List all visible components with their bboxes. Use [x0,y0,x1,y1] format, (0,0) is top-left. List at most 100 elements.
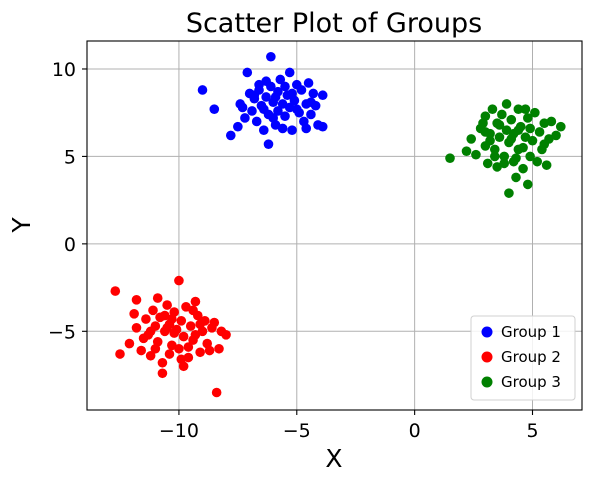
group-1-point [275,74,286,85]
group-1-point [280,81,290,92]
group-2-point [221,330,231,340]
group-3-point [520,104,531,115]
group-1-point [251,116,262,127]
group-2-point [148,305,158,316]
legend-label-group-3: Group 3 [501,373,561,391]
group-2-point [167,314,177,324]
x-tick-label: 0 [409,420,421,442]
group-1-point [261,76,271,87]
group-2-point [204,345,215,356]
group-2-point [157,368,168,379]
group-2-point [115,349,125,359]
group-1-point [306,97,316,108]
group-3-point [485,135,495,146]
group-1-point [268,113,279,123]
group-1-point [247,106,257,116]
group-3-point [532,156,543,167]
group-3-point [527,135,538,146]
group-1-point [242,67,253,78]
group-2-point [178,331,189,342]
group-1-point [287,125,297,135]
group-3-point [518,163,528,174]
group-3-point [534,127,545,137]
group-1-point [270,92,281,102]
group-1-point [296,85,307,95]
group-1-point [233,121,243,132]
group-3-point [471,149,481,160]
group-2-point [141,314,151,324]
group-3-point [522,113,533,123]
group-1-point [249,90,260,101]
group-2-point [136,345,147,356]
group-2-point [162,300,172,310]
y-tick-label: 10 [52,59,76,81]
group-3-point [541,160,552,170]
group-3-point [546,116,557,127]
group-2-point [138,333,149,344]
group-2-point [174,275,184,286]
legend-box [470,315,576,401]
group-1-point [263,139,274,149]
data-points [110,51,566,398]
group-3-point [525,151,535,162]
group-2-point [188,305,198,316]
plot-area-frame [86,40,583,411]
x-axis-label: X [325,444,342,473]
group-3-point [555,121,566,132]
group-3-point [489,151,500,162]
group-2-point [176,316,187,326]
group-2-point [152,293,163,303]
group-3-point [530,107,540,118]
group-1-point [280,111,290,121]
group-1-point [266,51,276,62]
x-tick-label: −5 [283,420,311,442]
group-1-point [209,104,220,115]
axis-ticks: −10 −5 0 5 −5 0 5 10 [48,59,539,442]
group-2-point [169,328,180,338]
legend: Group 1 Group 2 Group 3 [470,315,576,401]
group-3-point [487,104,498,115]
group-1-point [225,130,236,141]
group-2-point [176,354,187,365]
y-tick-label: −5 [48,321,76,343]
group-3-point [525,123,535,134]
group-1-point [301,123,312,134]
group-3-point [494,120,505,130]
legend-label-group-1: Group 1 [501,323,561,341]
group-2-point [185,321,196,331]
group-3-point [489,144,500,155]
group-3-point [494,132,505,142]
group-1-point [303,78,314,88]
group-1-point [287,88,297,99]
group-3-point [501,99,512,109]
group-1-point [317,90,328,101]
group-3-point [504,188,514,198]
group-2-point [162,323,172,333]
group-3-point [539,139,550,149]
group-2-point [124,338,135,349]
group-1-point [277,123,288,134]
legend-marker-group-1 [481,326,493,338]
group-3-point [551,130,561,141]
x-tick-label: −10 [159,420,199,442]
group-2-point [131,295,142,305]
group-3-point [511,172,521,183]
group-1-point [306,109,316,120]
legend-marker-group-2 [481,351,493,363]
group-3-point [522,179,533,190]
y-axis-label: Y [7,217,36,234]
group-1-point [284,67,295,78]
group-2-point [131,323,142,333]
legend-marker-group-3 [481,376,493,388]
group-3-point [482,158,493,169]
legend-label-group-2: Group 2 [501,348,561,366]
group-1-point [237,102,248,113]
group-1-point [291,104,302,115]
group-2-point [211,387,222,398]
group-3-point [513,125,524,135]
group-3-point [511,153,521,163]
group-2-point [195,319,205,330]
group-2-point [183,342,194,352]
group-1-point [308,88,319,99]
